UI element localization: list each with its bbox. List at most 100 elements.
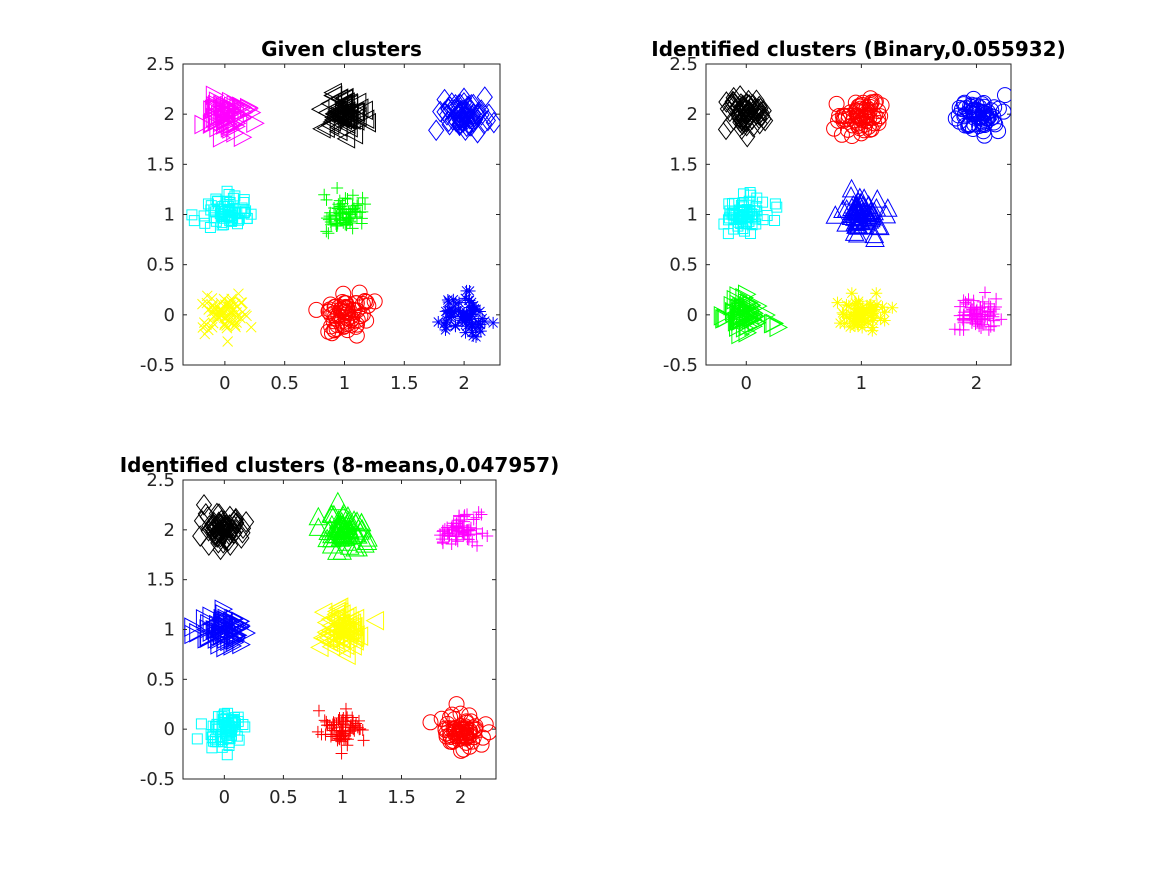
y-tick-label: 1.5 [146, 570, 175, 591]
data-point [438, 318, 451, 331]
data-point [346, 625, 365, 645]
data-point [358, 528, 378, 547]
data-point [226, 296, 237, 307]
x-tick-label: 1.5 [390, 373, 419, 394]
data-point [195, 609, 215, 629]
data-point [981, 306, 994, 319]
data-point [745, 189, 757, 201]
data-point [222, 336, 234, 347]
data-point [956, 94, 973, 111]
data-point [865, 228, 885, 247]
data-point [856, 109, 873, 126]
data-point [862, 95, 879, 112]
data-point [458, 308, 471, 321]
data-point [976, 98, 993, 115]
data-point [751, 112, 768, 135]
data-point [223, 211, 235, 223]
cluster-4 [186, 185, 257, 234]
y-tick-label: -0.5 [140, 355, 175, 376]
data-point [948, 323, 961, 336]
data-point [428, 119, 445, 142]
data-point [330, 528, 351, 547]
data-point [866, 321, 879, 334]
data-point [470, 303, 483, 316]
data-point [860, 304, 873, 317]
data-point [339, 322, 356, 339]
data-point [347, 318, 364, 335]
data-point [743, 307, 763, 327]
cluster-3 [947, 87, 1011, 144]
data-point [987, 308, 1000, 321]
data-point [740, 89, 757, 112]
data-point [232, 634, 251, 655]
data-point [857, 309, 870, 322]
data-point [874, 312, 887, 325]
data-point [318, 188, 331, 201]
data-point [242, 102, 262, 123]
cluster-8 [422, 696, 496, 759]
data-point [990, 123, 1007, 140]
data-point [308, 301, 325, 318]
data-point [229, 319, 241, 331]
data-point [487, 316, 500, 329]
data-point [459, 292, 472, 305]
data-point [472, 506, 485, 519]
data-point [744, 187, 756, 199]
data-point [184, 617, 203, 637]
data-point [344, 215, 357, 228]
data-point [765, 313, 785, 334]
data-point [224, 96, 243, 116]
data-point [336, 724, 349, 737]
y-tick-label: 2.5 [146, 470, 175, 491]
data-point [326, 609, 346, 630]
y-tick-label: -0.5 [140, 769, 175, 790]
cluster-3 [434, 506, 494, 552]
data-point [476, 527, 489, 540]
data-point [344, 124, 364, 145]
y-tick-label: 0 [687, 305, 698, 326]
data-point [734, 204, 746, 216]
data-point [851, 192, 871, 212]
data-point [982, 297, 995, 310]
data-point [341, 739, 354, 752]
data-point [844, 222, 865, 241]
data-point [337, 313, 354, 330]
data-point [961, 116, 978, 133]
data-point [227, 106, 247, 126]
data-point [444, 303, 457, 316]
data-point [856, 321, 869, 334]
data-point [440, 110, 457, 133]
data-point [436, 535, 449, 548]
x-tick-label: 1.5 [387, 787, 416, 808]
data-point [350, 211, 363, 224]
data-point [465, 102, 482, 125]
data-point [458, 509, 471, 522]
data-point [341, 193, 354, 206]
cluster-6 [191, 707, 251, 761]
data-point [340, 622, 359, 643]
data-point [976, 295, 989, 308]
data-point [959, 296, 972, 309]
data-point [836, 306, 849, 319]
data-point [876, 204, 897, 224]
data-point [218, 708, 230, 720]
cluster-5 [825, 178, 898, 247]
data-point [476, 86, 493, 108]
data-point [333, 505, 354, 525]
data-point [761, 210, 773, 222]
y-tick-label: 2 [164, 520, 175, 541]
data-point [193, 510, 211, 532]
cluster-4 [184, 599, 257, 658]
data-point [441, 113, 458, 136]
y-tick-label: -0.5 [663, 355, 698, 376]
y-tick-label: 0.5 [146, 255, 175, 276]
data-point [825, 205, 846, 224]
data-point [214, 303, 226, 315]
data-point [470, 330, 483, 343]
data-point [439, 305, 452, 318]
data-point [344, 719, 357, 732]
data-point [320, 323, 337, 340]
data-point [867, 189, 888, 208]
data-point [339, 304, 356, 321]
